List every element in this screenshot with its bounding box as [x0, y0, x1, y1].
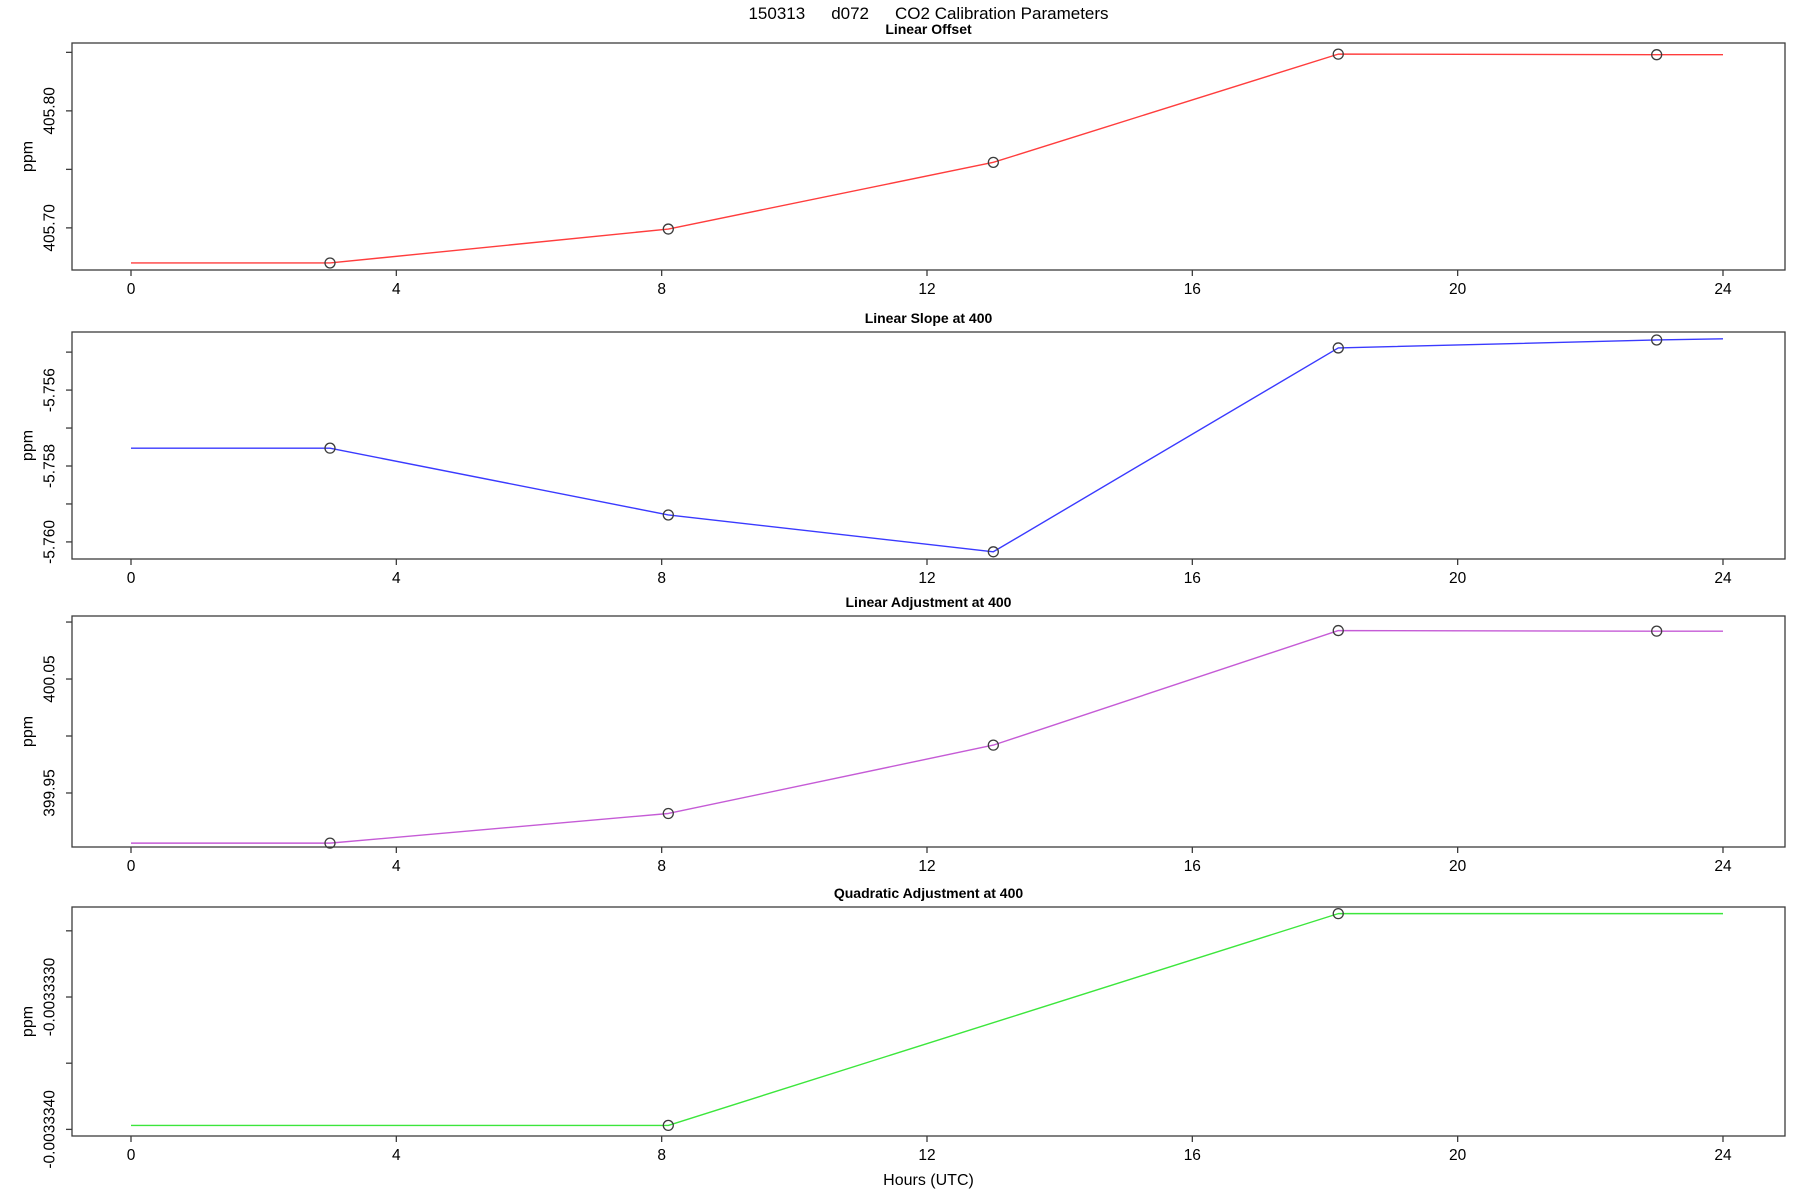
x-tick-label: 16 [1184, 858, 1201, 875]
data-point-marker [1651, 49, 1663, 61]
y-tick-label: -5.758 [42, 444, 59, 488]
data-point-marker [662, 807, 674, 820]
x-tick-label: 24 [1714, 858, 1732, 875]
y-tick-label: -5.756 [42, 368, 59, 412]
x-tick-label: 20 [1449, 281, 1467, 298]
data-point-marker [1651, 625, 1663, 637]
x-tick-label: 12 [918, 281, 935, 298]
data-point-marker [324, 442, 336, 454]
y-axis-label: ppm [20, 141, 37, 172]
chart-title: 150313 d072 CO2 Calibration Parameters [72, 4, 1785, 24]
plot-border [71, 615, 1786, 848]
series-line [131, 912, 1723, 1127]
data-point-marker [987, 156, 999, 169]
plot-border [71, 906, 1786, 1137]
x-tick-label: 4 [392, 858, 401, 875]
data-point-marker [662, 223, 674, 235]
data-point-marker [662, 509, 674, 521]
x-tick-label: 4 [392, 570, 401, 587]
y-tick-label: -5.760 [42, 520, 59, 564]
x-tick-label: 0 [127, 281, 136, 298]
y-tick-label: -0.0033340 [42, 1090, 59, 1169]
y-axis-label: ppm [20, 1006, 37, 1037]
x-tick-label: 20 [1449, 1147, 1467, 1164]
x-tick-label: 0 [127, 570, 136, 587]
y-tick-label: 400.05 [42, 655, 59, 702]
x-tick-label: 20 [1449, 570, 1467, 587]
data-point-marker [987, 739, 999, 751]
data-point-marker [662, 1119, 674, 1132]
data-point-marker [1651, 334, 1663, 346]
data-point-marker [324, 837, 336, 849]
x-tick-label: 16 [1184, 570, 1201, 587]
x-tick-label: 16 [1184, 281, 1201, 298]
series-line [131, 338, 1724, 553]
y-tick-label: 399.95 [42, 769, 59, 816]
data-point-marker [324, 257, 336, 269]
y-tick-label: 405.80 [42, 87, 59, 135]
chart-title-dataset: d072 [831, 4, 870, 23]
panel-title-linear-adjustment: Linear Adjustment at 400 [845, 594, 1012, 610]
x-tick-label: 8 [657, 281, 666, 298]
x-tick-label: 8 [657, 1147, 666, 1164]
x-tick-label: 12 [918, 858, 935, 875]
x-tick-label: 20 [1449, 858, 1467, 875]
x-tick-label: 24 [1714, 1147, 1732, 1164]
x-tick-label: 8 [657, 858, 666, 875]
chart-title-date: 150313 [748, 4, 806, 23]
data-point-marker [1332, 907, 1344, 920]
data-point-marker [1332, 624, 1344, 637]
x-tick-label: 12 [918, 570, 935, 587]
panel-title-linear-slope: Linear Slope at 400 [864, 310, 993, 326]
y-tick-label: 405.70 [42, 204, 59, 252]
y-tick-label: -0.0033330 [42, 957, 59, 1036]
panel-title-linear-offset: Linear Offset [885, 21, 972, 37]
panel-title-quadratic-adjustment: Quadratic Adjustment at 400 [833, 885, 1024, 901]
plot-border [71, 331, 1786, 560]
x-tick-label: 0 [127, 1147, 136, 1164]
chart-title-text: CO2 Calibration Parameters [895, 4, 1109, 23]
y-axis-label: ppm [20, 430, 37, 461]
x-tick-label: 8 [657, 570, 666, 587]
x-tick-label: 4 [392, 1147, 401, 1164]
x-tick-label: 24 [1714, 281, 1732, 298]
data-point-marker [1332, 342, 1344, 354]
x-tick-label: 24 [1714, 570, 1732, 587]
series-line [131, 53, 1723, 264]
y-axis-label: ppm [20, 716, 37, 747]
data-point-marker [1332, 48, 1344, 60]
data-point-marker [987, 546, 999, 558]
x-tick-label: 16 [1184, 1147, 1201, 1164]
x-axis-title: Hours (UTC) [883, 1172, 974, 1189]
plot-border [71, 42, 1786, 271]
x-tick-label: 4 [392, 281, 401, 298]
x-tick-label: 0 [127, 858, 136, 875]
x-tick-label: 12 [918, 1147, 935, 1164]
series-line [131, 629, 1723, 844]
